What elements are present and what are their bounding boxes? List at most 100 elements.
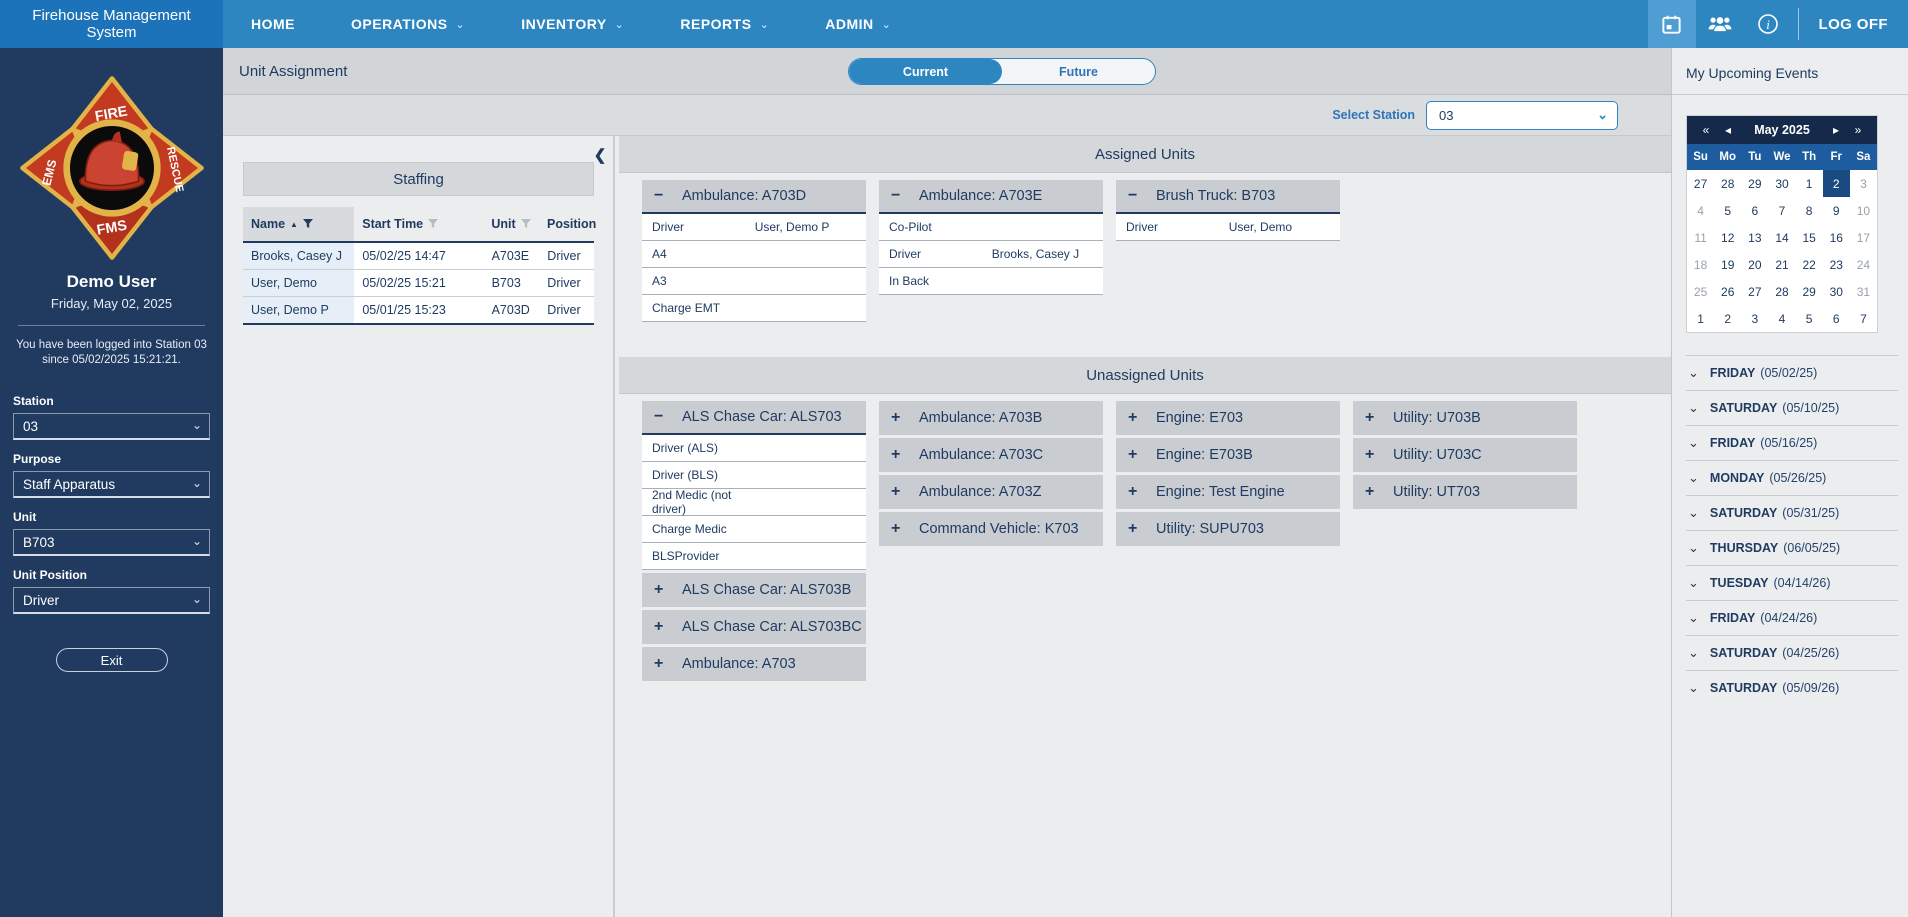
exit-button[interactable]: Exit xyxy=(55,648,168,672)
unit-position-row[interactable]: A3 xyxy=(642,268,866,295)
event-row[interactable]: ⌄ SATURDAY (05/09/26) xyxy=(1686,670,1898,705)
expand-icon[interactable]: + xyxy=(1128,446,1138,463)
chevron-down-icon[interactable]: ⌄ xyxy=(1688,365,1699,380)
unit-position-row[interactable]: Driver User, Demo P xyxy=(642,214,866,241)
collapse-icon[interactable]: − xyxy=(1128,187,1138,204)
expand-icon[interactable]: + xyxy=(891,446,901,463)
calendar-day[interactable]: 10 xyxy=(1856,203,1871,218)
table-row[interactable]: User, Demo P 05/01/25 15:23 A703D Driver xyxy=(243,297,594,325)
calendar-day[interactable]: 24 xyxy=(1856,257,1871,272)
expand-icon[interactable]: + xyxy=(654,618,664,635)
event-row[interactable]: ⌄ SATURDAY (05/31/25) xyxy=(1686,495,1898,530)
unit-position-row[interactable]: Charge EMT xyxy=(642,295,866,322)
logoff-button[interactable]: LOG OFF xyxy=(1818,15,1888,33)
unit-position-row[interactable]: Driver User, Demo xyxy=(1116,214,1340,241)
collapse-icon[interactable]: − xyxy=(654,187,664,204)
calendar-day[interactable]: 7 xyxy=(1860,311,1867,326)
purpose-select[interactable]: Staff Apparatus ⌄ xyxy=(13,471,210,498)
event-row[interactable]: ⌄ SATURDAY (04/25/26) xyxy=(1686,635,1898,670)
calendar-day[interactable]: 12 xyxy=(1721,230,1735,245)
calendar-day[interactable]: 29 xyxy=(1748,176,1762,191)
unit-position-row[interactable]: Co-Pilot xyxy=(879,214,1103,241)
calendar-day[interactable]: 1 xyxy=(1697,311,1704,326)
info-icon[interactable]: i xyxy=(1744,0,1792,48)
calendar-day[interactable]: 8 xyxy=(1805,203,1813,218)
filter-icon[interactable] xyxy=(302,219,313,229)
expand-icon[interactable]: + xyxy=(891,409,901,426)
unit-position-select[interactable]: Driver ⌄ xyxy=(13,587,210,614)
calendar-day[interactable]: 4 xyxy=(1697,203,1704,218)
chevron-down-icon[interactable]: ⌄ xyxy=(1688,505,1699,520)
unit-position-row[interactable]: Driver (BLS) xyxy=(642,462,866,489)
calendar-day[interactable]: 4 xyxy=(1778,311,1786,326)
calendar-day[interactable]: 3 xyxy=(1751,311,1759,326)
calendar-day[interactable]: 18 xyxy=(1693,257,1708,272)
filter-icon[interactable] xyxy=(520,219,531,229)
expand-icon[interactable]: + xyxy=(891,483,901,500)
unit-card-header[interactable]: + Engine: E703B xyxy=(1116,438,1340,472)
nav-item-inventory[interactable]: INVENTORY ⌄ xyxy=(493,0,652,48)
unit-card-header[interactable]: + Engine: Test Engine xyxy=(1116,475,1340,509)
calendar-day[interactable]: 23 xyxy=(1829,257,1843,272)
event-row[interactable]: ⌄ MONDAY (05/26/25) xyxy=(1686,460,1898,495)
next-month-button[interactable]: ▸ xyxy=(1825,123,1847,137)
unit-position-row[interactable]: A4 xyxy=(642,241,866,268)
collapse-icon[interactable]: − xyxy=(654,408,664,425)
calendar-day[interactable]: 2 xyxy=(1822,170,1850,197)
table-row[interactable]: Brooks, Casey J 05/02/25 14:47 A703E Driver xyxy=(243,243,594,270)
unit-position-row[interactable]: In Back xyxy=(879,268,1103,295)
unit-card-header[interactable]: + Utility: U703B xyxy=(1353,401,1577,435)
next-year-button[interactable]: » xyxy=(1847,123,1869,137)
unit-card-header[interactable]: − Brush Truck: B703 xyxy=(1116,180,1340,214)
calendar-day[interactable]: 20 xyxy=(1748,257,1762,272)
calendar-day[interactable]: 3 xyxy=(1860,176,1867,191)
chevron-down-icon[interactable]: ⌄ xyxy=(1688,540,1699,555)
unit-card-header[interactable]: + Utility: UT703 xyxy=(1353,475,1577,509)
select-station-dropdown[interactable]: 03 ⌄ xyxy=(1426,100,1618,130)
calendar-day[interactable]: 30 xyxy=(1829,284,1843,299)
expand-icon[interactable]: + xyxy=(654,581,664,598)
unit-position-row[interactable]: Charge Medic xyxy=(642,516,866,543)
unit-position-row[interactable]: BLSProvider xyxy=(642,543,866,570)
personnel-icon[interactable] xyxy=(1696,0,1744,48)
unit-position-row[interactable]: 2nd Medic (not driver) xyxy=(642,488,866,516)
event-row[interactable]: ⌄ THURSDAY (06/05/25) xyxy=(1686,530,1898,565)
unit-card-header[interactable]: − Ambulance: A703D xyxy=(642,180,866,214)
nav-item-home[interactable]: HOME xyxy=(223,0,323,48)
collapse-panel-button[interactable]: ❮ xyxy=(590,144,610,166)
filter-icon[interactable] xyxy=(428,219,439,229)
calendar-day[interactable]: 27 xyxy=(1748,284,1762,299)
expand-icon[interactable]: + xyxy=(1365,409,1375,426)
toggle-current[interactable]: Current xyxy=(849,59,1002,84)
expand-icon[interactable]: + xyxy=(1128,520,1138,537)
chevron-down-icon[interactable]: ⌄ xyxy=(1688,680,1699,695)
chevron-down-icon[interactable]: ⌄ xyxy=(1688,610,1699,625)
unit-card-header[interactable]: + Command Vehicle: K703 xyxy=(879,512,1103,546)
prev-month-button[interactable]: ◂ xyxy=(1717,123,1739,137)
chevron-down-icon[interactable]: ⌄ xyxy=(1688,435,1699,450)
calendar-day[interactable]: 2 xyxy=(1724,311,1732,326)
column-header-start-time[interactable]: Start Time xyxy=(354,207,483,241)
column-header-name[interactable]: Name ▲ xyxy=(243,207,355,241)
unit-position-row[interactable]: Driver Brooks, Casey J xyxy=(879,241,1103,268)
column-header-unit[interactable]: Unit xyxy=(483,207,539,241)
chevron-down-icon[interactable]: ⌄ xyxy=(1688,575,1699,590)
calendar-day[interactable]: 9 xyxy=(1832,203,1840,218)
column-header-position[interactable]: Position xyxy=(539,207,596,241)
calendar-day[interactable]: 19 xyxy=(1721,257,1735,272)
calendar-day[interactable]: 5 xyxy=(1805,311,1813,326)
calendar-icon[interactable] xyxy=(1647,0,1696,48)
calendar-day[interactable]: 7 xyxy=(1778,203,1786,218)
calendar-day[interactable]: 13 xyxy=(1748,230,1762,245)
calendar-day[interactable]: 31 xyxy=(1856,284,1871,299)
chevron-down-icon[interactable]: ⌄ xyxy=(1688,400,1699,415)
calendar-day[interactable]: 21 xyxy=(1775,257,1789,272)
calendar-day[interactable]: 6 xyxy=(1832,311,1840,326)
calendar-day[interactable]: 11 xyxy=(1694,230,1707,245)
collapse-icon[interactable]: − xyxy=(891,187,901,204)
event-row[interactable]: ⌄ FRIDAY (05/02/25) xyxy=(1686,355,1898,390)
prev-year-button[interactable]: « xyxy=(1695,123,1717,137)
calendar-day[interactable]: 29 xyxy=(1802,284,1816,299)
expand-icon[interactable]: + xyxy=(1128,409,1138,426)
chevron-down-icon[interactable]: ⌄ xyxy=(1688,645,1699,660)
